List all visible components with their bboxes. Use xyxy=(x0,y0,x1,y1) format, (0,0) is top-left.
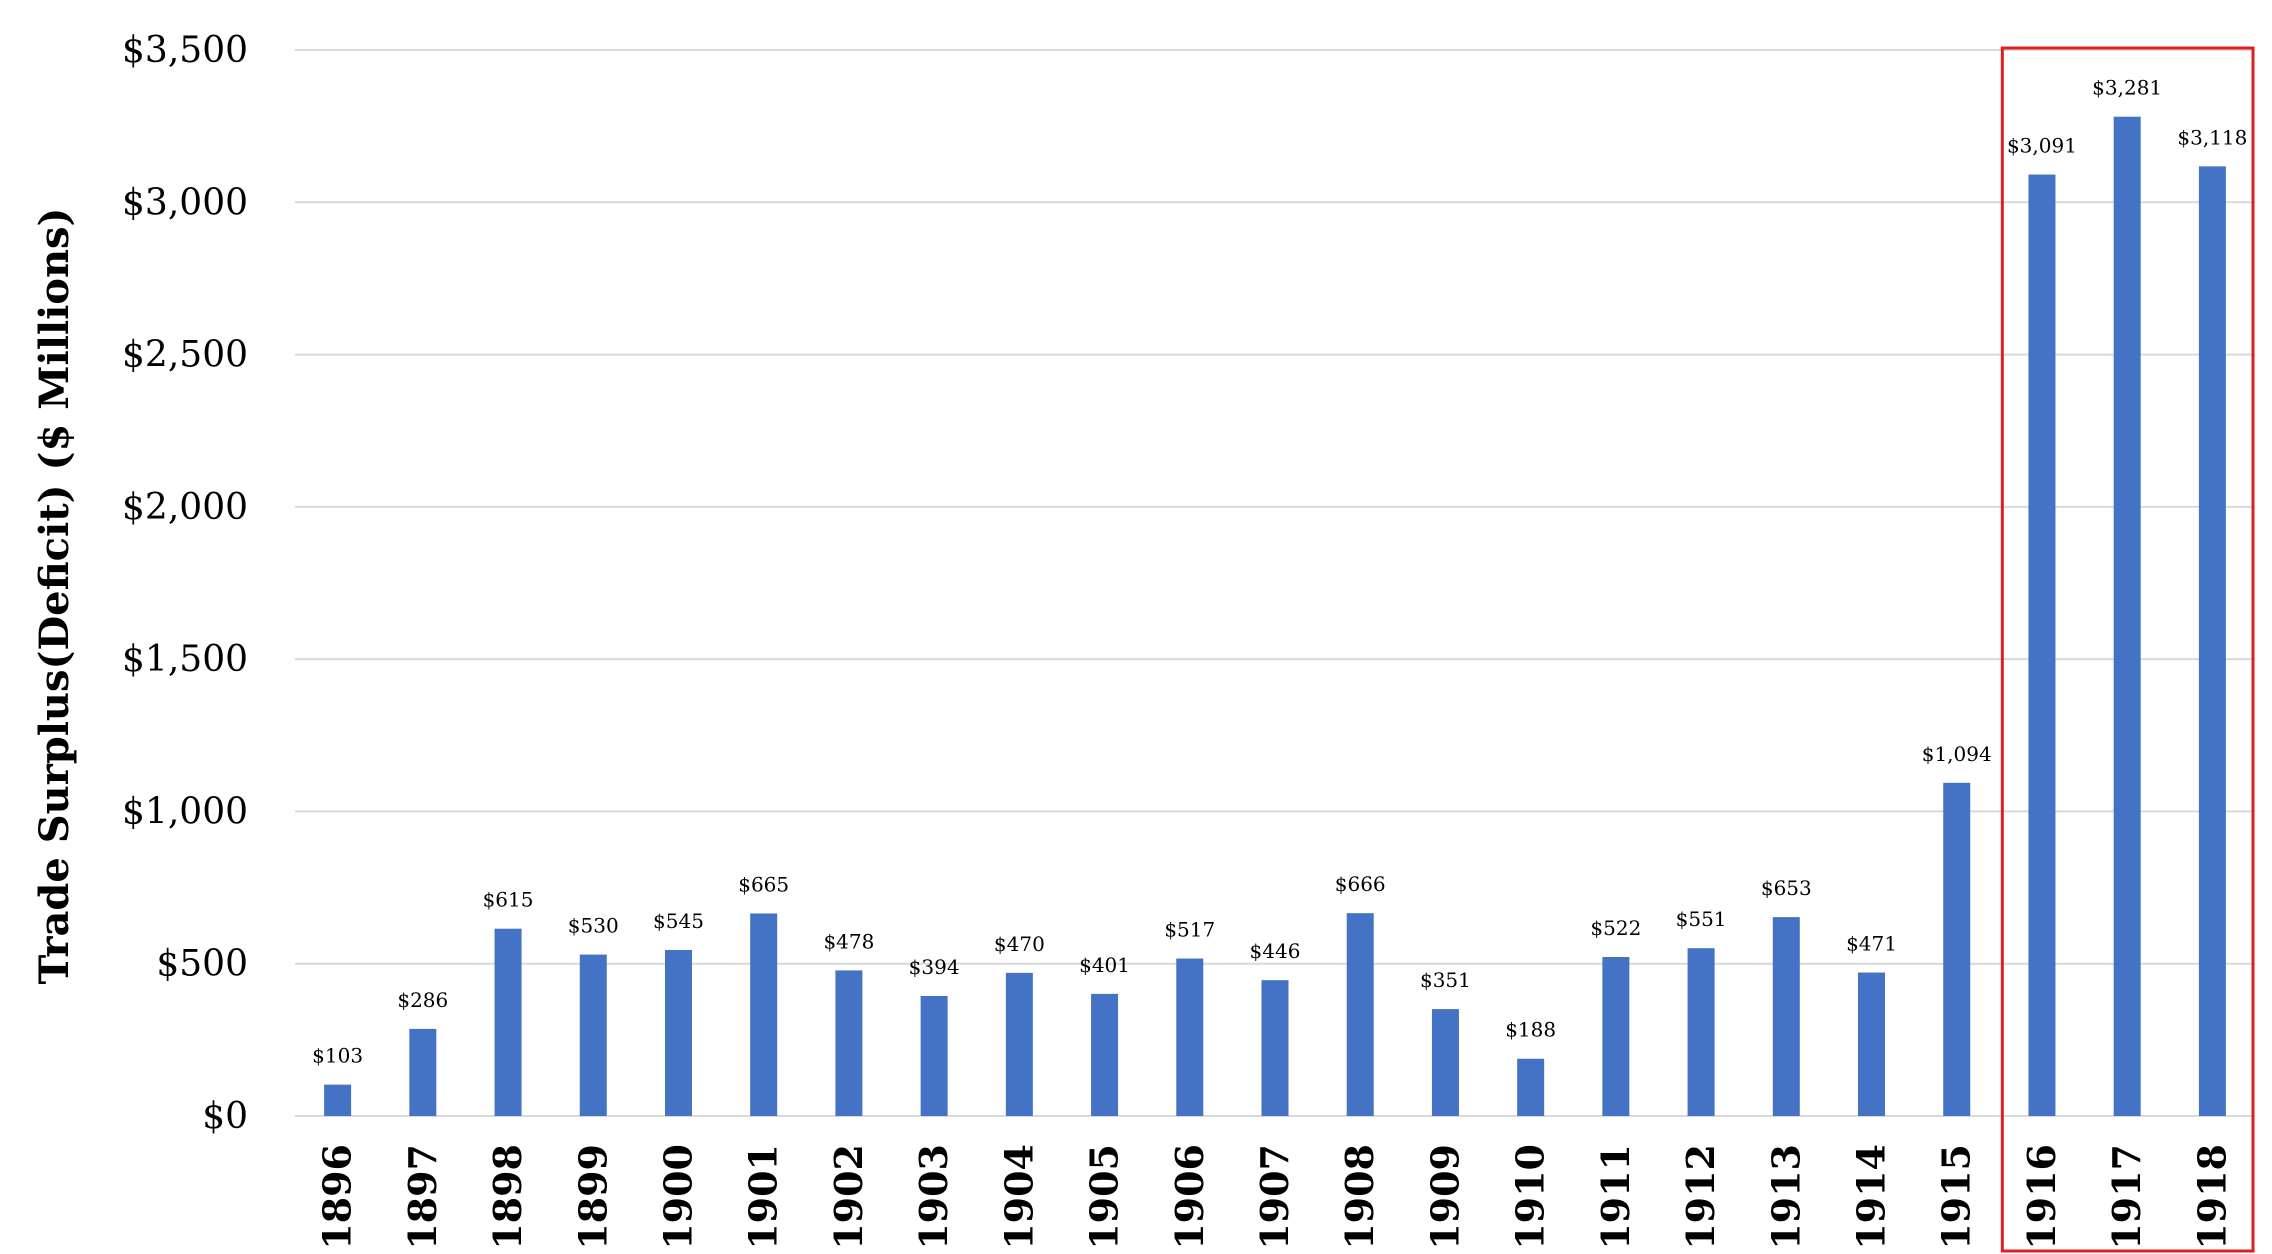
data-label-1918: $3,118 xyxy=(2177,125,2247,149)
bar-1905 xyxy=(1091,993,1119,1116)
data-label-1902: $478 xyxy=(823,929,874,953)
bars xyxy=(324,116,2226,1117)
y-tick-label: $3,500 xyxy=(122,30,248,71)
bar-1897 xyxy=(409,1028,437,1116)
x-tick-label-1909: 1909 xyxy=(1422,1144,1467,1250)
data-label-1914: $471 xyxy=(1846,932,1897,956)
x-tick-label-1898: 1898 xyxy=(485,1144,530,1250)
data-label-1916: $3,091 xyxy=(2007,134,2077,158)
x-tick-label-1896: 1896 xyxy=(315,1144,360,1250)
y-tick-label: $1,500 xyxy=(122,639,248,680)
x-tick-label-1917: 1917 xyxy=(2104,1144,2149,1250)
y-axis-label: Trade Surplus(Deficit) ($ Millions) xyxy=(31,208,78,985)
y-tick-label: $1,000 xyxy=(122,791,248,832)
data-label-1909: $351 xyxy=(1420,968,1471,992)
data-label-1913: $653 xyxy=(1761,876,1812,900)
data-label-1903: $394 xyxy=(909,955,960,979)
bar-1918 xyxy=(2198,166,2226,1116)
y-tick-label: $2,500 xyxy=(122,335,248,376)
x-tick-label-1910: 1910 xyxy=(1508,1144,1553,1250)
data-label-1910: $188 xyxy=(1505,1018,1556,1042)
data-label-1915: $1,094 xyxy=(1922,742,1992,766)
gridlines xyxy=(295,49,2255,1117)
bar-1906 xyxy=(1176,958,1204,1116)
x-tick-label-1899: 1899 xyxy=(570,1144,615,1250)
data-label-1907: $446 xyxy=(1250,939,1301,963)
bar-1915 xyxy=(1943,782,1971,1116)
bar-1912 xyxy=(1687,948,1715,1116)
x-tick-label-1918: 1918 xyxy=(2189,1144,2234,1250)
x-tick-label-1897: 1897 xyxy=(400,1144,445,1250)
data-label-1917: $3,281 xyxy=(2092,76,2162,100)
highlight-box xyxy=(2000,46,2255,1253)
x-tick-label-1902: 1902 xyxy=(826,1144,871,1250)
x-tick-label-1901: 1901 xyxy=(741,1144,786,1250)
x-tick-label-1905: 1905 xyxy=(1082,1144,1127,1250)
y-tick-label: $2,000 xyxy=(122,487,248,528)
bar-1898 xyxy=(494,928,522,1116)
bar-1910 xyxy=(1517,1058,1545,1116)
x-tick-label-1916: 1916 xyxy=(2019,1144,2064,1250)
y-tick-label: $500 xyxy=(156,944,248,985)
bar-1916 xyxy=(2028,174,2056,1117)
data-label-1896: $103 xyxy=(312,1044,363,1068)
y-tick-label: $3,000 xyxy=(122,182,248,223)
data-label-1912: $551 xyxy=(1676,907,1727,931)
bar-1896 xyxy=(324,1084,352,1116)
x-tick-label-1914: 1914 xyxy=(1849,1144,1894,1250)
data-labels: $103 $286 $615 $530 $545 $665 $478 $394 $470 $401… xyxy=(312,76,2247,1068)
x-tick-label-1904: 1904 xyxy=(996,1144,1041,1250)
bar-1907 xyxy=(1261,980,1289,1116)
bar-1911 xyxy=(1602,957,1630,1116)
bar-1900 xyxy=(664,950,692,1116)
data-label-1904: $470 xyxy=(994,932,1045,956)
data-label-1905: $401 xyxy=(1079,953,1130,977)
x-axis-ticks: 1896 1897 1898 1899 1900 1901 1902 1903 1904 1905… xyxy=(315,1144,2235,1250)
y-tick-label: $0 xyxy=(202,1096,248,1137)
bar-1899 xyxy=(579,954,607,1116)
x-tick-label-1911: 1911 xyxy=(1593,1144,1638,1250)
x-tick-label-1906: 1906 xyxy=(1167,1144,1212,1250)
bar-1901 xyxy=(750,913,778,1116)
x-tick-label-1908: 1908 xyxy=(1337,1144,1382,1250)
data-label-1901: $665 xyxy=(738,872,789,896)
bar-1902 xyxy=(835,970,863,1116)
bar-1917 xyxy=(2113,116,2141,1116)
data-label-1911: $522 xyxy=(1590,916,1641,940)
data-label-1908: $666 xyxy=(1335,872,1386,896)
data-label-1900: $545 xyxy=(653,909,704,933)
bar-1904 xyxy=(1005,972,1033,1116)
x-tick-label-1900: 1900 xyxy=(655,1144,700,1250)
data-label-1899: $530 xyxy=(568,914,619,938)
y-axis-ticks: $0 $500 $1,000 $1,500 $2,000 $2,500 $3,000 $3,5… xyxy=(122,30,248,1137)
x-tick-label-1912: 1912 xyxy=(1678,1144,1723,1250)
data-label-1898: $615 xyxy=(483,888,534,912)
bar-1913 xyxy=(1772,917,1800,1116)
bar-1903 xyxy=(920,995,948,1116)
data-label-1906: $517 xyxy=(1164,918,1215,942)
x-tick-label-1913: 1913 xyxy=(1763,1144,1808,1250)
x-tick-label-1915: 1915 xyxy=(1934,1144,1979,1250)
bar-1908 xyxy=(1346,913,1374,1116)
data-label-1897: $286 xyxy=(397,988,448,1012)
bar-1909 xyxy=(1431,1009,1459,1116)
bar-1914 xyxy=(1858,972,1886,1116)
x-tick-label-1907: 1907 xyxy=(1252,1144,1297,1250)
x-tick-label-1903: 1903 xyxy=(911,1144,956,1250)
